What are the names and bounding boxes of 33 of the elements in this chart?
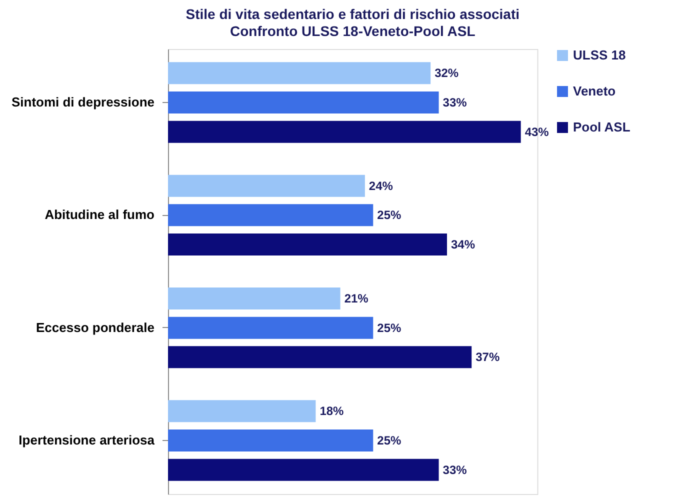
y-tick-label: Eccesso ponderale xyxy=(36,320,154,335)
data-label: 33% xyxy=(442,96,468,110)
bar xyxy=(168,458,439,481)
data-label: 34% xyxy=(450,238,476,252)
bar xyxy=(168,204,374,226)
y-tick-label: Sintomi di depressione xyxy=(11,94,154,110)
bar xyxy=(168,174,365,197)
data-label: 21% xyxy=(344,291,369,306)
bar xyxy=(168,346,472,368)
chart-title: Stile di vita sedentario e fattori di rischio associati xyxy=(186,6,520,22)
data-label: 25% xyxy=(377,433,402,448)
data-label: 33% xyxy=(442,462,468,477)
bar xyxy=(168,316,374,339)
legend-label: Veneto xyxy=(573,84,616,98)
bar xyxy=(168,234,447,256)
data-label: 43% xyxy=(524,124,550,139)
data-label: 25% xyxy=(377,208,402,222)
bar xyxy=(168,400,316,422)
y-tick-label: Ipertensione arteriosa xyxy=(18,432,156,448)
y-tick-label: Abitudine al fumo xyxy=(44,207,155,222)
bar xyxy=(168,429,374,452)
legend-label: Pool ASL xyxy=(573,120,630,134)
data-label: 25% xyxy=(377,320,402,335)
data-label: 32% xyxy=(434,66,459,80)
bar xyxy=(168,62,431,84)
data-label: 37% xyxy=(476,350,500,364)
bar xyxy=(168,120,521,143)
legend-label: ULSS 18 xyxy=(573,48,626,62)
data-label: 24% xyxy=(368,178,394,193)
bar xyxy=(168,92,439,114)
data-label: 18% xyxy=(320,404,344,418)
chart-subtitle: Confronto ULSS 18-Veneto-Pool ASL xyxy=(230,23,476,39)
bar xyxy=(168,287,340,310)
